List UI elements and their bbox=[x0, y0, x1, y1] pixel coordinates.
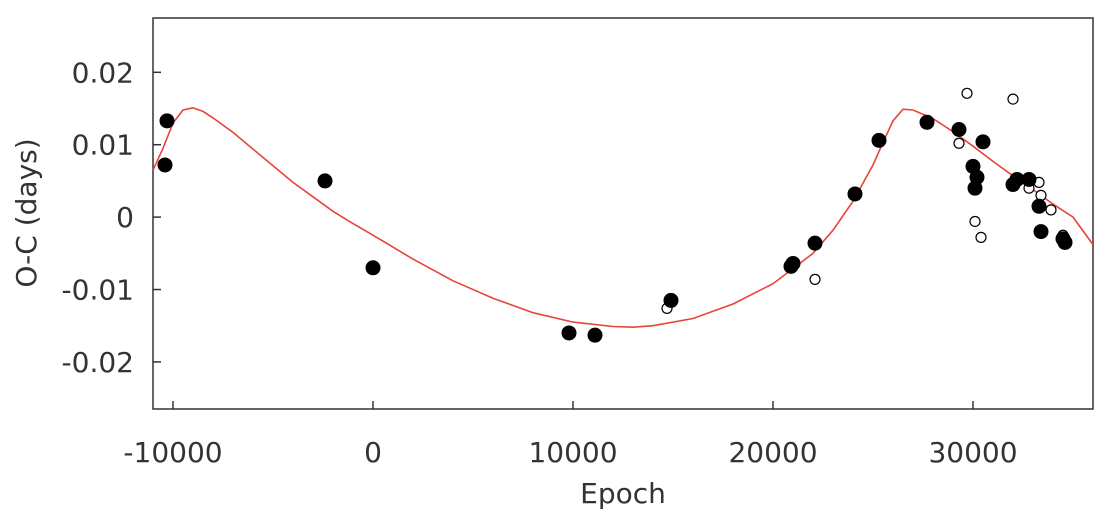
x-tick-label: 30000 bbox=[928, 436, 1017, 469]
filled-data-point bbox=[969, 169, 985, 185]
filled-data-point bbox=[317, 173, 333, 189]
open-data-point bbox=[961, 87, 973, 99]
y-tick-label: 0.01 bbox=[72, 129, 134, 162]
x-axis-title: Epoch bbox=[580, 477, 666, 510]
filled-data-point bbox=[975, 134, 991, 150]
filled-data-point bbox=[365, 260, 381, 276]
filled-data-point bbox=[807, 235, 823, 251]
filled-data-point bbox=[1031, 198, 1047, 214]
filled-data-point bbox=[1057, 234, 1073, 250]
filled-data-point bbox=[951, 122, 967, 138]
x-tick-label: 20000 bbox=[728, 436, 817, 469]
open-data-point bbox=[975, 231, 987, 243]
y-tick-label: 0.02 bbox=[72, 56, 134, 89]
filled-data-point bbox=[919, 114, 935, 130]
y-tick-label: -0.02 bbox=[62, 346, 134, 379]
x-tick-label: 10000 bbox=[528, 436, 617, 469]
data-points-layer bbox=[157, 87, 1073, 343]
filled-data-point bbox=[561, 325, 577, 341]
filled-data-point bbox=[157, 157, 173, 173]
filled-data-point bbox=[159, 113, 175, 129]
fit-curve bbox=[152, 106, 1094, 329]
x-tick-label: 0 bbox=[364, 436, 382, 469]
y-axis-ticks: -0.02 -0.01 0 0.01 0.02 bbox=[62, 56, 161, 379]
y-axis-title: O-C (days) bbox=[10, 138, 43, 287]
open-data-point bbox=[1007, 93, 1019, 105]
open-data-point bbox=[809, 273, 821, 285]
filled-data-point bbox=[1021, 171, 1037, 187]
filled-data-point bbox=[785, 255, 801, 271]
x-tick-label: -10000 bbox=[123, 436, 222, 469]
y-tick-label: 0 bbox=[116, 201, 134, 234]
open-data-point bbox=[1035, 189, 1047, 201]
filled-data-point bbox=[1033, 224, 1049, 240]
filled-data-point bbox=[663, 292, 679, 308]
filled-data-point bbox=[1009, 171, 1025, 187]
filled-data-point bbox=[871, 132, 887, 148]
y-tick-label: -0.01 bbox=[62, 274, 134, 307]
filled-data-point bbox=[587, 327, 603, 343]
open-data-point bbox=[1045, 204, 1057, 216]
fit-curve-layer bbox=[152, 106, 1094, 329]
x-axis-ticks: -10000 0 10000 20000 30000 bbox=[123, 401, 1018, 469]
open-data-point bbox=[953, 137, 965, 149]
open-data-point bbox=[969, 215, 981, 228]
plot-frame bbox=[152, 17, 1094, 410]
filled-data-point bbox=[847, 186, 863, 202]
